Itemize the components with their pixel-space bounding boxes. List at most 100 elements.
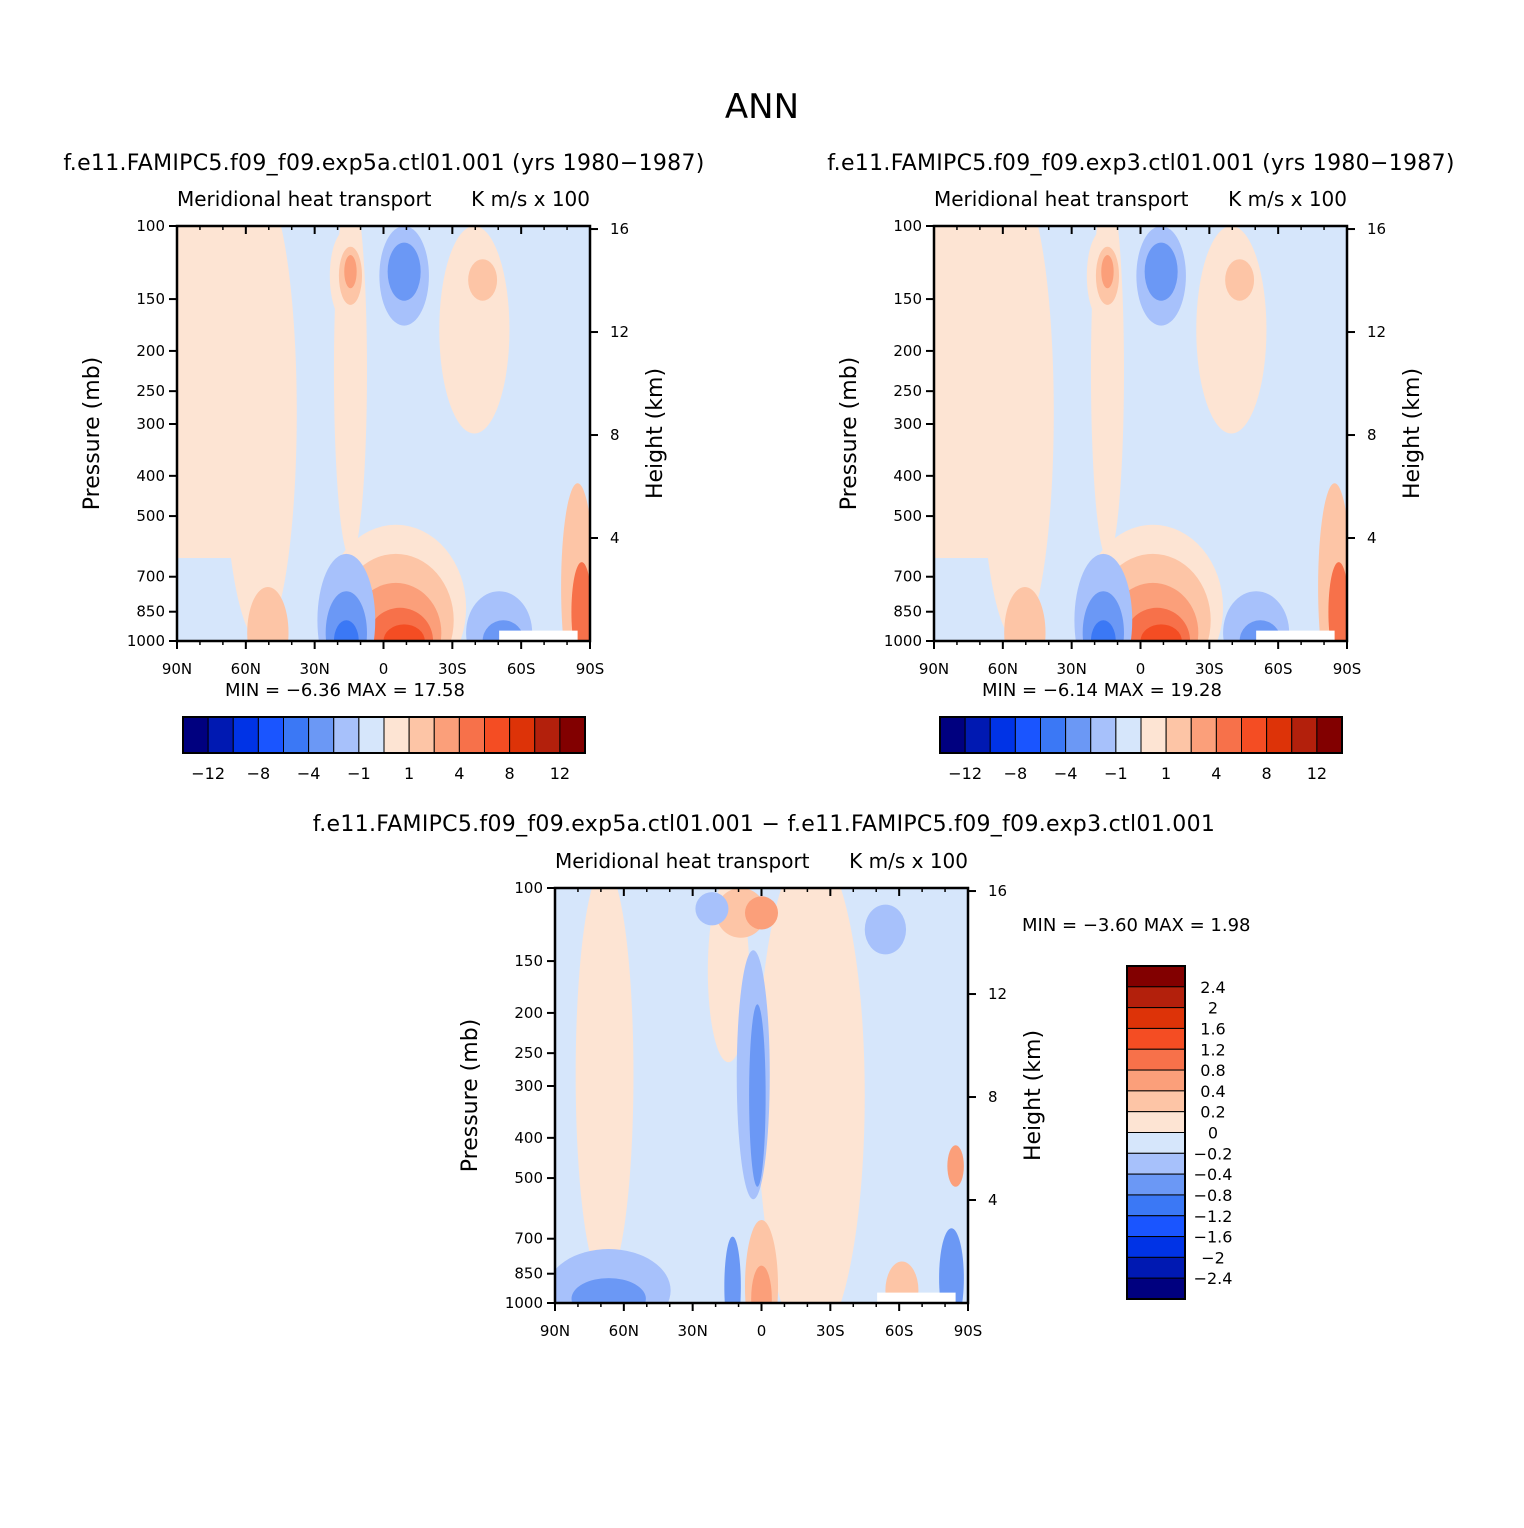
x-tick-label: 60N [231,660,261,678]
field-warm-column [439,226,510,434]
colorbar-box [1266,716,1293,754]
y-tick-label: 150 [514,952,543,970]
colorbar-box [1126,965,1186,988]
colorbar-label: −4 [1054,764,1078,783]
y2-tick-label: 8 [1367,426,1377,444]
colorbar-label: 12 [1307,764,1327,783]
colorbar-box [308,716,335,754]
y2-axis-label: Height (km) [1021,1030,1046,1161]
colorbar-box [283,716,310,754]
colorbar-box [1126,1215,1186,1238]
colorbar-box [1126,1236,1186,1258]
colorbar-box [433,716,460,754]
colorbar-label: 2.4 [1200,978,1225,997]
colorbar-label: 0.4 [1200,1082,1225,1101]
y2-tick-label: 12 [1367,323,1386,341]
colorbar-box [1126,1277,1186,1300]
x-tick-label: 0 [757,1322,767,1340]
colorbar-box [1126,1069,1186,1092]
field-lower-cool [1082,591,1124,641]
y-tick-label: 700 [893,568,922,586]
colorbar-label: 4 [454,764,464,783]
colorbar-box [1215,716,1242,754]
panel-variable-title: Meridional heat transport [177,187,432,211]
colorbar-label: 0.2 [1200,1103,1225,1122]
colorbar-box [408,716,435,754]
panel-case-title: f.e11.FAMIPC5.f09_f09.exp5a.ctl01.001 − … [313,812,1215,837]
y-tick-label: 300 [893,415,922,433]
colorbar-box [1090,716,1117,754]
field-polar-warm [1328,562,1347,641]
colorbar-box [509,716,536,754]
x-tick-label: 90N [540,1322,570,1340]
y-tick-label: 150 [893,290,922,308]
colorbar-box [1126,1111,1186,1133]
colorbar-box [559,716,586,754]
y-tick-label: 500 [514,1169,543,1187]
x-tick-label: 30S [438,660,467,678]
y-tick-label: 700 [136,568,165,586]
colorbar-label: −1 [347,764,371,783]
field-lower-warm [383,624,425,641]
x-tick-label: 60S [507,660,536,678]
colorbar-frame [182,716,586,754]
y2-tick-label: 12 [610,323,629,341]
colorbar-label: −0.2 [1194,1144,1233,1163]
y-tick-label: 850 [136,603,165,621]
field-lower-cool [333,620,359,641]
colorbar-box [182,716,209,754]
field-missing [1256,630,1335,641]
colorbar-label: 1.2 [1200,1040,1225,1059]
panel-case-title: f.e11.FAMIPC5.f09_f09.exp5a.ctl01.001 (y… [63,151,704,176]
y2-tick-label: 8 [988,1088,998,1106]
x-tick-label: 90N [162,660,192,678]
panel-2: f.e11.FAMIPC5.f09_f09.exp3.ctl01.001 (yr… [827,151,1455,783]
x-tick-label: 30S [816,1322,845,1340]
colorbar-box [257,716,284,754]
colorbar-label: 2 [1208,999,1218,1018]
colorbar-box [1316,716,1343,754]
colorbar-box [1126,1256,1186,1279]
y-tick-label: 100 [136,217,165,235]
field-lower-cool [571,1278,646,1303]
colorbar-box [232,716,259,754]
colorbar-box [1126,1027,1186,1050]
colorbar-box [1115,716,1142,754]
colorbar-box [1165,716,1192,754]
field-missing [877,1292,956,1303]
field-lower-warm [1140,624,1182,641]
colorbar-box [1140,716,1167,754]
field-upper-cool [695,892,729,926]
y2-tick-label: 4 [1367,529,1377,547]
y2-tick-label: 16 [1367,220,1386,238]
colorbar-frame [1126,965,1186,1300]
colorbar-box [484,716,511,754]
panel-3: f.e11.FAMIPC5.f09_f09.exp5a.ctl01.001 − … [313,812,1251,1340]
y-tick-label: 700 [514,1230,543,1248]
y-tick-label: 400 [514,1129,543,1147]
panel-units: K m/s x 100 [849,849,968,873]
colorbar-box [1126,1132,1186,1154]
colorbar-frame [939,716,1343,754]
colorbar-label: −12 [948,764,982,783]
contour-field [555,888,968,1303]
colorbar-box [1126,1173,1186,1196]
colorbar-label: 0.8 [1200,1061,1225,1080]
y-tick-label: 100 [893,217,922,235]
y-tick-label: 200 [136,342,165,360]
field-lower-cool [1090,620,1116,641]
y2-tick-label: 8 [610,426,620,444]
min-max-readout: MIN = −6.14 MAX = 19.28 [982,680,1222,701]
colorbar-label: −4 [297,764,321,783]
min-max-readout: MIN = −6.36 MAX = 17.58 [225,680,465,701]
y-tick-label: 300 [514,1077,543,1095]
contour-field [934,226,1347,641]
x-tick-label: 60S [1264,660,1293,678]
colorbar-box [1014,716,1041,754]
y2-tick-label: 4 [610,529,620,547]
y-tick-label: 400 [136,467,165,485]
field-lower-warm [1004,587,1046,641]
panel-case-title: f.e11.FAMIPC5.f09_f09.exp3.ctl01.001 (yr… [827,151,1455,176]
colorbar-box [1126,1048,1186,1071]
x-tick-label: 0 [379,660,389,678]
